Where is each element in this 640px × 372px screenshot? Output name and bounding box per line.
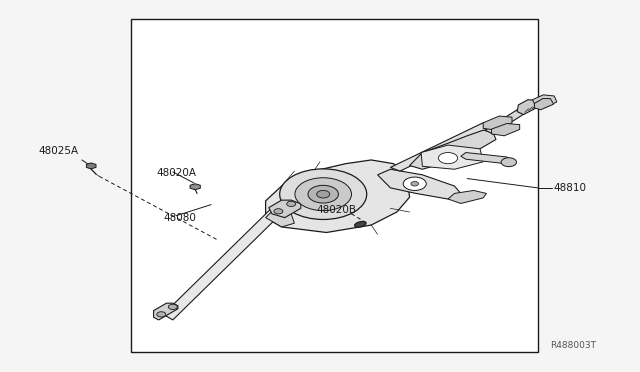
Polygon shape bbox=[532, 95, 557, 107]
Polygon shape bbox=[154, 303, 178, 320]
Circle shape bbox=[157, 312, 166, 317]
Polygon shape bbox=[86, 163, 96, 169]
Polygon shape bbox=[266, 208, 294, 227]
Text: 48020A: 48020A bbox=[157, 168, 197, 178]
Circle shape bbox=[280, 169, 367, 219]
Circle shape bbox=[295, 178, 351, 211]
Polygon shape bbox=[163, 205, 285, 320]
Polygon shape bbox=[534, 99, 554, 110]
Text: R488003T: R488003T bbox=[550, 341, 596, 350]
Polygon shape bbox=[421, 145, 483, 169]
Circle shape bbox=[501, 158, 516, 167]
Circle shape bbox=[317, 190, 330, 198]
Polygon shape bbox=[448, 190, 486, 203]
Polygon shape bbox=[266, 160, 410, 232]
Ellipse shape bbox=[355, 221, 366, 227]
Polygon shape bbox=[517, 100, 541, 115]
Text: 48020B: 48020B bbox=[317, 205, 357, 215]
Polygon shape bbox=[190, 184, 200, 190]
Polygon shape bbox=[410, 130, 496, 169]
Bar bbox=[131, 19, 538, 352]
Circle shape bbox=[411, 182, 419, 186]
Circle shape bbox=[438, 153, 458, 164]
Circle shape bbox=[308, 185, 339, 203]
Polygon shape bbox=[483, 116, 512, 130]
Polygon shape bbox=[390, 123, 493, 171]
Polygon shape bbox=[269, 200, 301, 218]
Polygon shape bbox=[461, 153, 512, 164]
Polygon shape bbox=[378, 169, 461, 199]
Circle shape bbox=[168, 304, 177, 310]
Circle shape bbox=[287, 201, 296, 206]
Polygon shape bbox=[485, 110, 525, 134]
Polygon shape bbox=[492, 124, 520, 136]
Text: 48810: 48810 bbox=[554, 183, 587, 193]
Circle shape bbox=[274, 209, 283, 214]
Text: 48080: 48080 bbox=[163, 213, 196, 222]
Text: 48025A: 48025A bbox=[38, 146, 79, 155]
Circle shape bbox=[403, 177, 426, 190]
